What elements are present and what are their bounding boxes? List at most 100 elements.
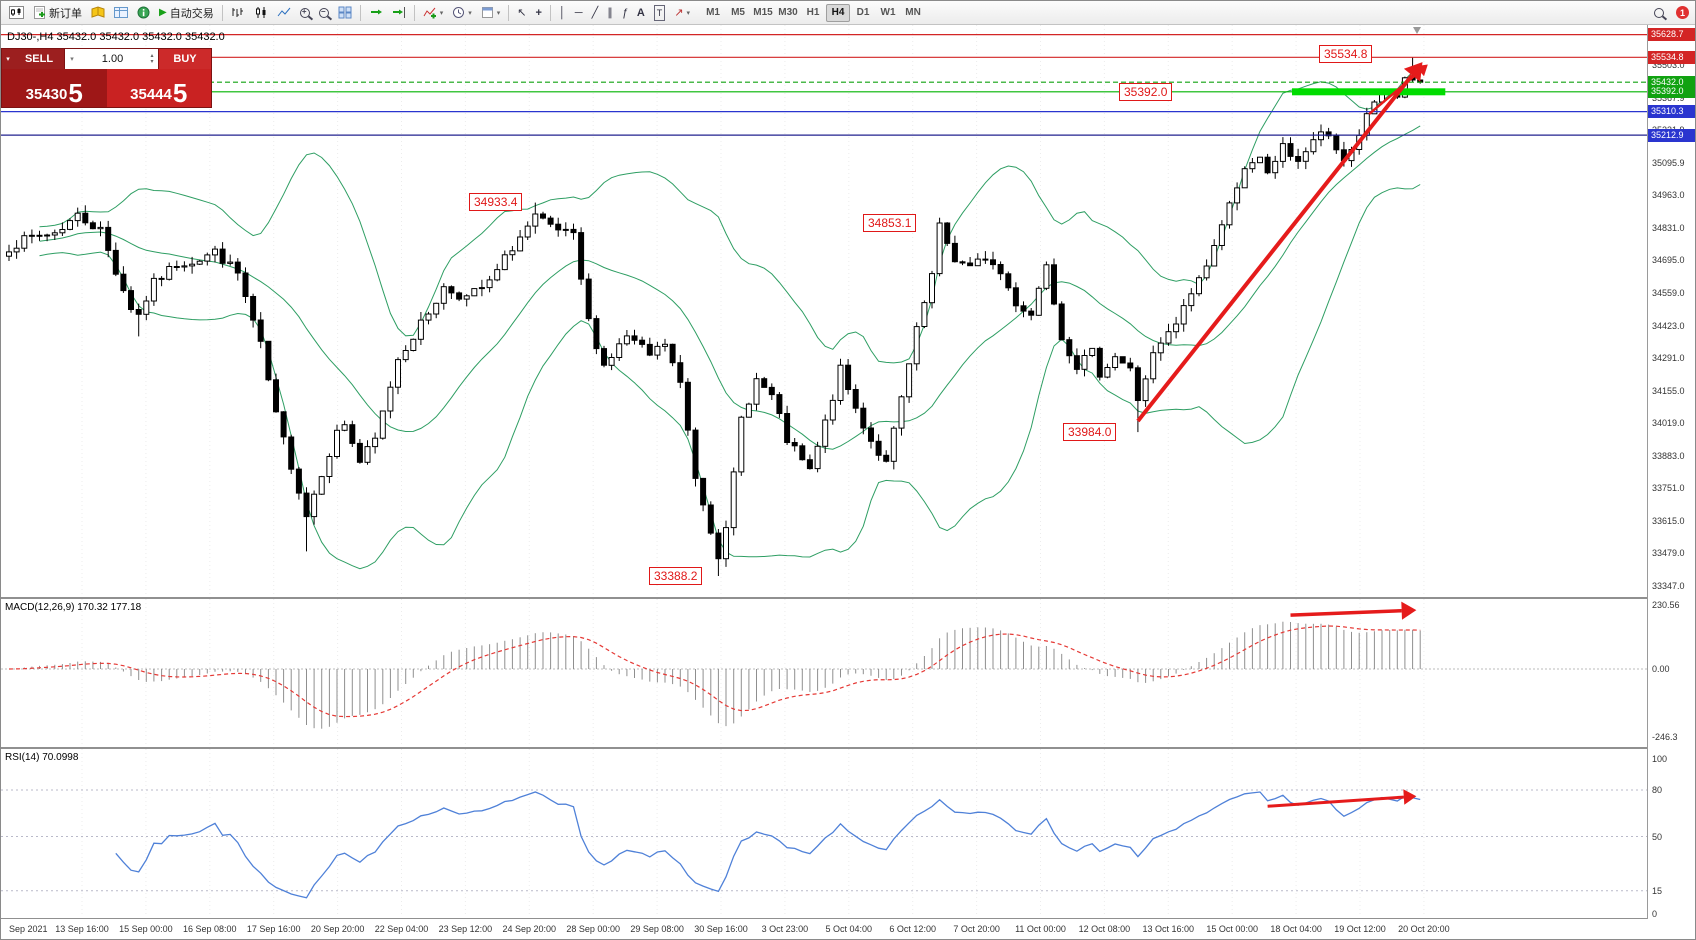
new-chart-button[interactable] — [5, 3, 28, 23]
timeframe-d1[interactable]: D1 — [851, 4, 875, 22]
volume-dropdown-icon[interactable]: ▾ — [70, 56, 74, 63]
trendline-tool-button[interactable]: ╱ — [588, 3, 603, 23]
sell-price-button[interactable]: 35430 5 — [2, 69, 107, 107]
text-icon: A — [636, 6, 645, 19]
templates-button[interactable]: ▾ — [477, 3, 505, 23]
timeframe-m5[interactable]: M5 — [726, 4, 750, 22]
price-tick-label: 33479.0 — [1652, 548, 1685, 559]
fibonacci-tool-button[interactable]: ƒ — [618, 3, 632, 23]
candlestick-chart-button[interactable] — [250, 3, 272, 23]
line-chart-button[interactable] — [273, 3, 295, 23]
crosshair-tool-button[interactable]: + — [531, 3, 545, 23]
toolbar-separator — [413, 4, 415, 21]
notification-badge[interactable]: 1 — [1676, 6, 1689, 19]
macd-canvas[interactable] — [1, 599, 1647, 747]
channel-tool-button[interactable]: ∥ — [603, 3, 617, 23]
macd-arrow — [1290, 601, 1417, 620]
timeframe-m1[interactable]: M1 — [701, 4, 725, 22]
volume-up-icon[interactable]: ▴ — [150, 53, 154, 59]
price-tick-label: 33615.0 — [1652, 515, 1685, 526]
zoom-in-button[interactable]: + — [296, 3, 314, 23]
channel-icon: ∥ — [607, 6, 613, 19]
text-tool-button[interactable]: A — [633, 3, 649, 23]
volume-down-icon[interactable]: ▾ — [150, 59, 154, 65]
price-tick-label: 34831.0 — [1652, 222, 1685, 233]
search-button[interactable] — [1650, 3, 1668, 23]
support-zone-highlight — [1292, 88, 1446, 96]
price-tick-label: 35095.9 — [1652, 157, 1685, 168]
text-label-tool-button[interactable]: T — [650, 3, 670, 23]
new-order-icon — [33, 6, 46, 19]
history-center-button[interactable] — [87, 3, 109, 23]
zoom-in-icon: + — [299, 7, 310, 18]
timeframe-w1[interactable]: W1 — [876, 4, 900, 22]
new-order-button[interactable]: 新订单 — [29, 3, 86, 23]
price-annotation: 33984.0 — [1063, 423, 1117, 441]
timeframe-h4[interactable]: H4 — [826, 3, 851, 22]
tile-windows-button[interactable] — [334, 3, 356, 23]
chart-shift-icon — [392, 6, 406, 19]
auto-scroll-button[interactable] — [365, 3, 387, 23]
price-tick-label: 34559.0 — [1652, 287, 1685, 298]
volume-input[interactable]: ▾ 1.00 ▴ ▾ — [64, 49, 159, 69]
periods-button[interactable]: ▾ — [448, 3, 476, 23]
buy-button[interactable]: BUY — [159, 49, 211, 69]
volume-value: 1.00 — [101, 53, 124, 65]
chart-shift-button[interactable] — [388, 3, 410, 23]
crosshair-icon: + — [535, 6, 542, 19]
time-axis[interactable]: Sep 2021 13 Sep 16:00 15 Sep 00:00 16 Sep 0… — [1, 919, 1695, 939]
vertical-line-tool-button[interactable]: │ — [555, 3, 570, 23]
bollinger-bands — [39, 66, 1421, 570]
time-label: 5 Oct 04:00 — [825, 924, 873, 934]
time-label: 30 Sep 16:00 — [694, 924, 748, 934]
grid — [1, 599, 1647, 747]
autotrading-label: 自动交易 — [169, 7, 214, 20]
rsi-panel[interactable]: RSI(14) 70.0998 — [1, 749, 1647, 919]
bar-chart-icon — [231, 6, 245, 19]
trend-arrow — [1136, 62, 1423, 423]
price-tick-label: 34423.0 — [1652, 320, 1685, 331]
vertical-line-icon: │ — [558, 6, 566, 19]
buy-price-button[interactable]: 35444 5 — [106, 69, 211, 107]
time-label: 24 Sep 20:00 — [502, 924, 557, 934]
fibonacci-icon: ƒ — [621, 6, 628, 19]
indicators-button[interactable]: ▾ — [419, 3, 448, 23]
price-level-tag: 35628.7 — [1648, 28, 1695, 42]
timeframe-mn[interactable]: MN — [901, 4, 925, 22]
macd-tick-label: 230.56 — [1652, 600, 1680, 610]
macd-panel[interactable]: MACD(12,26,9) 170.32 177.18 — [1, 599, 1647, 749]
arrow-icon: ↗ — [674, 6, 684, 19]
autotrading-button[interactable]: ▶ 自动交易 — [155, 3, 218, 23]
horizontal-line-tool-button[interactable]: ─ — [571, 3, 587, 23]
sell-price-pip: 5 — [68, 78, 83, 108]
tile-windows-icon — [338, 6, 352, 19]
price-tick-label: 34019.0 — [1652, 418, 1685, 429]
chevron-down-icon: ▾ — [686, 9, 691, 17]
horizontal-line-icon: ─ — [574, 6, 583, 19]
price-tick-label: 34963.0 — [1652, 190, 1685, 201]
sell-button[interactable]: SELL — [14, 49, 64, 69]
rsi-tick-label: 0 — [1652, 909, 1658, 919]
time-label: 22 Sep 04:00 — [374, 924, 429, 934]
candlestick-chart-canvas[interactable] — [1, 25, 1647, 597]
price-level-tag: 35212.9 — [1648, 128, 1695, 142]
clock-icon — [452, 6, 465, 19]
bar-chart-button[interactable] — [227, 3, 249, 23]
cursor-tool-button[interactable]: ↖ — [513, 3, 530, 23]
time-label: 20 Sep 20:00 — [310, 924, 365, 934]
timeframe-m15[interactable]: M15 — [751, 4, 775, 22]
zoom-out-button[interactable]: − — [315, 3, 333, 23]
chevron-down-icon: ▾ — [496, 9, 501, 17]
timeframe-m30[interactable]: M30 — [776, 4, 800, 22]
arrows-tool-button[interactable]: ↗ ▾ — [670, 3, 694, 23]
data-window-button[interactable] — [133, 3, 154, 23]
price-axis[interactable]: 35503.035367.935231.935095.934963.034831… — [1647, 25, 1695, 919]
main-chart-panel[interactable]: DJ30-,H4 35432.0 35432.0 35432.0 35432.0… — [1, 25, 1647, 599]
timeframe-h1[interactable]: H1 — [801, 4, 825, 22]
market-watch-icon — [114, 6, 128, 19]
trade-panel-collapse-icon[interactable]: ▾ — [2, 49, 14, 69]
top-toolbar: 新订单 ▶ 自动交易 + − ▾ ▾ ▾ ↖ + │ — [1, 1, 1695, 25]
market-watch-button[interactable] — [110, 3, 132, 23]
rsi-canvas[interactable] — [1, 749, 1647, 917]
price-tick-label: 33883.0 — [1652, 450, 1685, 461]
